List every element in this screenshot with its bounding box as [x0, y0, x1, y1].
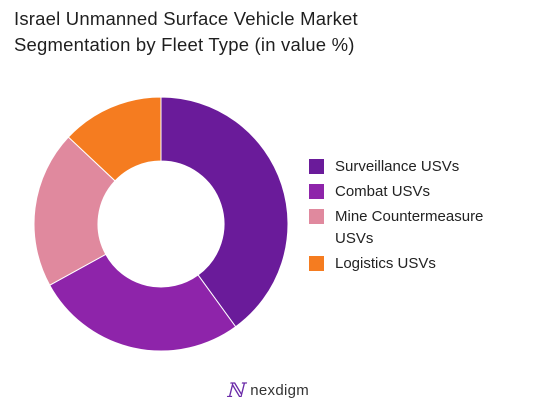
chart-title-line-1: Israel Unmanned Surface Vehicle Market: [14, 8, 358, 29]
legend-label: Combat USVs: [335, 183, 431, 200]
legend-item: Surveillance USVs: [309, 156, 529, 178]
donut-slice-logistics-usvs: [67, 96, 162, 182]
donut-slice-surveillance-usvs: [160, 96, 289, 328]
legend-item: Mine Countermeasure USVs: [309, 206, 529, 250]
legend-swatch: [309, 159, 324, 174]
legend-label: Surveillance USVs: [335, 158, 460, 175]
legend-swatch: [309, 184, 324, 199]
legend-label: Mine Countermeasure USVs: [335, 208, 484, 247]
footer-brand: ℕ nexdigm: [0, 380, 535, 400]
nexdigm-logo-icon: ℕ: [225, 378, 245, 402]
chart-title-line-2: Segmentation by Fleet Type (in value %): [14, 34, 355, 55]
legend-swatch: [309, 209, 324, 224]
brand-name: nexdigm: [250, 381, 310, 399]
donut-slice-combat-usvs: [49, 253, 237, 352]
chart-title: Israel Unmanned Surface Vehicle Market S…: [14, 6, 454, 58]
donut-slice-mine-countermeasure-usvs: [33, 136, 116, 286]
chart-legend: Surveillance USVs Combat USVs Mine Counter…: [309, 156, 529, 278]
legend-label: Logistics USVs: [335, 255, 436, 272]
legend-item: Logistics USVs: [309, 253, 529, 275]
legend-swatch: [309, 256, 324, 271]
legend-item: Combat USVs: [309, 181, 529, 203]
